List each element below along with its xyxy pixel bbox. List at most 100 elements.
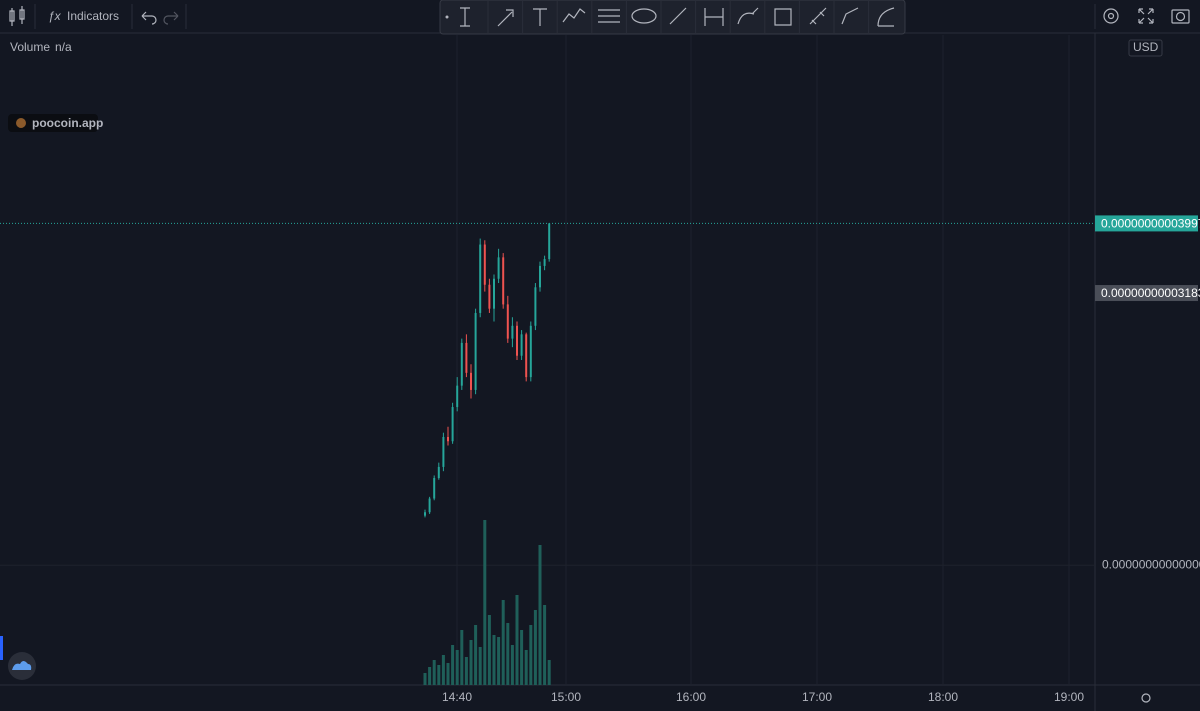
candle-body xyxy=(437,466,440,479)
tool-icon[interactable] xyxy=(877,7,895,27)
drawing-tool[interactable] xyxy=(562,8,586,23)
timezone-button[interactable] xyxy=(1141,693,1151,703)
x-tick-label: 16:00 xyxy=(676,690,706,704)
candle-body xyxy=(493,278,495,309)
tool-icon[interactable] xyxy=(497,9,514,27)
candle-body xyxy=(525,334,528,378)
side-tab xyxy=(0,636,3,660)
drawing-tool[interactable] xyxy=(533,8,547,26)
volume-bar xyxy=(446,663,450,685)
candle-body xyxy=(428,498,431,513)
volume-bar xyxy=(478,647,482,685)
screenshot-button[interactable] xyxy=(1171,9,1190,24)
candle-type-button[interactable] xyxy=(9,6,25,26)
volume-bar xyxy=(510,645,514,685)
tool-icon[interactable] xyxy=(669,7,687,25)
candle-body xyxy=(511,325,514,339)
volume-bar xyxy=(423,673,427,685)
tool-icon[interactable] xyxy=(533,8,547,26)
drawing-tool[interactable] xyxy=(809,7,827,25)
y-tick-label: 0.00000000000000 xyxy=(1102,557,1200,571)
volume-bar xyxy=(483,520,487,685)
candle-body xyxy=(424,512,426,516)
fullscreen-button[interactable] xyxy=(1138,8,1154,24)
x-tick-label: 17:00 xyxy=(802,690,832,704)
drawing-tool[interactable] xyxy=(737,7,759,25)
currency-button[interactable]: USD xyxy=(1128,39,1163,57)
candle-body xyxy=(451,407,454,442)
tool-icon[interactable] xyxy=(774,8,792,26)
grid xyxy=(0,35,1095,685)
drawing-tool[interactable] xyxy=(497,9,514,27)
volume-bar xyxy=(501,600,505,685)
candle-body xyxy=(543,259,546,266)
watermark[interactable]: poocoin.app xyxy=(8,114,103,132)
candle-body xyxy=(465,342,468,373)
candle-body xyxy=(539,265,541,288)
price-label-bg xyxy=(1095,285,1198,302)
candle-body xyxy=(502,257,505,305)
tool-icon[interactable] xyxy=(704,8,724,26)
volume-bar xyxy=(455,650,459,685)
candle-body xyxy=(433,478,436,499)
tool-icon[interactable] xyxy=(460,7,470,27)
volume-bar xyxy=(538,545,542,685)
tool-icon[interactable] xyxy=(809,7,827,25)
volume-bar xyxy=(464,657,468,685)
x-tick-label: 19:00 xyxy=(1054,690,1084,704)
x-tick-label: 14:40 xyxy=(442,690,472,704)
candle-body xyxy=(442,436,445,467)
candle-body xyxy=(474,312,477,390)
candle-body xyxy=(520,334,523,356)
x-tick-label: 18:00 xyxy=(928,690,958,704)
volume-bar xyxy=(543,605,547,685)
plot xyxy=(0,222,1095,685)
x-tick-label: 15:00 xyxy=(551,690,581,704)
drawing-tool[interactable] xyxy=(774,8,792,26)
currency-label[interactable]: USD xyxy=(1133,40,1159,54)
volume-bar xyxy=(520,630,524,685)
drawing-tool[interactable] xyxy=(598,9,620,23)
settings-button[interactable] xyxy=(1103,8,1119,24)
legend-value: n/a xyxy=(55,40,72,54)
candle-body xyxy=(460,342,463,386)
volume-bar xyxy=(451,645,455,685)
candle-body xyxy=(516,325,518,356)
drag-handle xyxy=(445,15,449,19)
drawing-tool[interactable] xyxy=(704,8,724,26)
drawing-toolbar xyxy=(439,0,906,35)
indicators-button[interactable]: ƒx Indicators xyxy=(48,9,119,23)
tool-icon[interactable] xyxy=(562,8,586,23)
candle-body xyxy=(506,304,509,339)
volume-bar xyxy=(428,667,432,685)
drawing-tool[interactable] xyxy=(669,7,687,25)
volume-bar xyxy=(487,615,491,685)
tool-icon[interactable] xyxy=(737,7,759,25)
drawing-tool[interactable] xyxy=(631,8,657,24)
legend-name: Volume xyxy=(10,40,50,54)
price-label: 0.00000000003997 xyxy=(1101,217,1200,231)
tool-icon[interactable] xyxy=(598,9,620,23)
candle-body xyxy=(534,287,537,326)
price-label: 0.00000000003183 xyxy=(1101,286,1200,300)
indicators-label[interactable]: Indicators xyxy=(67,9,119,23)
fx-icon: ƒx xyxy=(48,9,62,23)
volume-bar xyxy=(492,635,496,685)
undo-button[interactable] xyxy=(141,11,157,25)
volume-bar xyxy=(506,623,510,685)
tool-icon[interactable] xyxy=(631,8,657,24)
drawing-tool[interactable] xyxy=(877,7,895,27)
candle-body xyxy=(483,244,486,285)
volume-bar xyxy=(497,637,501,685)
tool-icon[interactable] xyxy=(841,7,859,25)
volume-bar xyxy=(474,625,478,685)
logo[interactable] xyxy=(8,652,36,680)
drawing-tool[interactable] xyxy=(841,7,859,25)
watermark-text[interactable]: poocoin.app xyxy=(32,116,103,130)
redo-button[interactable] xyxy=(163,11,179,25)
volume-bar xyxy=(437,665,441,685)
candle-body xyxy=(497,257,500,279)
drawing-tool[interactable] xyxy=(460,7,470,27)
